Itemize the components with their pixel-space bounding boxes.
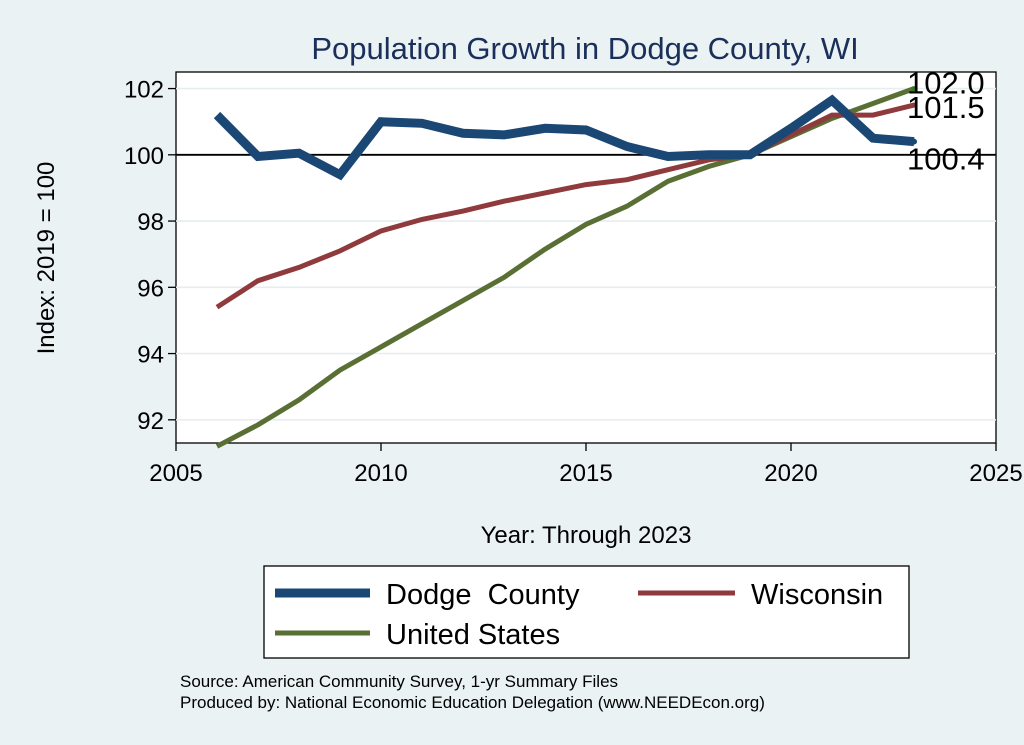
y-tick-label: 96 <box>137 275 164 302</box>
series-lines <box>213 86 917 449</box>
series-line-dodge-county <box>213 94 915 181</box>
x-tick-label: 2025 <box>969 460 1022 487</box>
series-end-point-united-states <box>911 86 917 92</box>
x-tick-label: 2005 <box>149 460 202 487</box>
end-label-dodge-county: 100.4 <box>907 142 985 177</box>
legend: Dodge County Wisconsin United States <box>263 565 910 659</box>
producer-note: Produced by: National Economic Education… <box>180 693 765 712</box>
x-tick-label: 2015 <box>559 460 612 487</box>
source-note: Source: American Community Survey, 1-yr … <box>180 672 618 691</box>
y-tick-label: 94 <box>137 342 164 369</box>
x-tick-label: 2010 <box>354 460 407 487</box>
legend-label-dodge-county: Dodge County <box>386 579 580 611</box>
axes: 92 94 96 98 100 102 2005 2010 2015 2020 2025 <box>124 77 1023 487</box>
y-tick-label: 102 <box>124 77 164 104</box>
y-axis-title: Index: 2019 = 100 <box>33 162 60 355</box>
legend-label-united-states: United States <box>386 619 560 651</box>
series-line-wisconsin <box>215 102 915 310</box>
legend-box <box>263 565 910 659</box>
y-tick-label: 98 <box>137 209 164 236</box>
end-label-wisconsin: 101.5 <box>907 90 985 125</box>
x-axis-title: Year: Through 2023 <box>481 522 692 549</box>
x-tick-label: 2020 <box>764 460 817 487</box>
y-tick-label: 100 <box>124 143 164 170</box>
series-end-point-dodge-county <box>911 138 917 145</box>
series-end-point-wisconsin <box>911 102 917 108</box>
end-label-united-states: 102.0 <box>907 66 985 101</box>
chart-title: Population Growth in Dodge County, WI <box>311 31 858 66</box>
legend-label-wisconsin: Wisconsin <box>751 579 883 611</box>
y-tick-label: 92 <box>137 408 164 435</box>
